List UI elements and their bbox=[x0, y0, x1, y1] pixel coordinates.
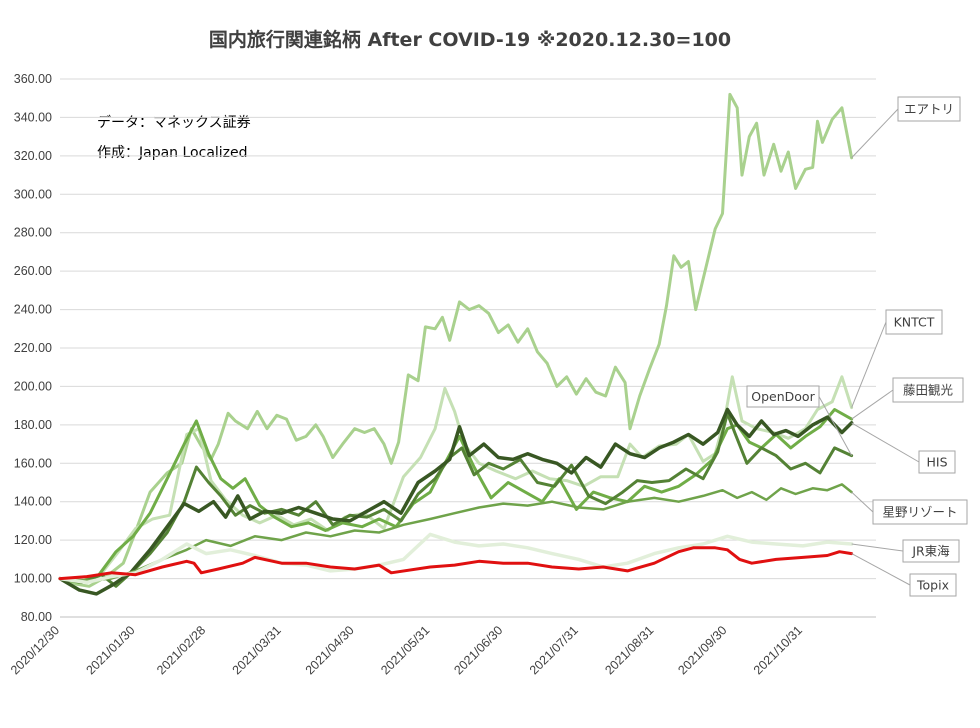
series-line-topix bbox=[58, 546, 854, 581]
callout-5: 星野リゾート bbox=[851, 491, 968, 525]
source-note: データ：マネックス証券 bbox=[97, 114, 251, 131]
author-note: 作成：Japan Localized bbox=[97, 145, 248, 161]
series-line-s5 bbox=[58, 483, 853, 582]
y-axis-ticks: 80.00 100.00 120.00 140.00 160.00 180.00 200.0… bbox=[14, 72, 52, 624]
series-line-s0 bbox=[58, 92, 854, 588]
callout-7: Topix bbox=[851, 553, 957, 597]
y-tick-label: 280.00 bbox=[14, 226, 52, 240]
series-line-jr bbox=[58, 532, 854, 585]
callout-label: 藤田観光 bbox=[903, 383, 953, 398]
x-tick-label: 2021/10/31 bbox=[751, 623, 805, 677]
y-tick-label: 180.00 bbox=[14, 418, 52, 432]
callout-label: OpenDoor bbox=[751, 389, 815, 404]
callout-leader bbox=[851, 553, 911, 586]
y-tick-label: 200.00 bbox=[14, 379, 52, 393]
x-tick-label: 2021/08/31 bbox=[602, 623, 656, 677]
y-tick-label: 340.00 bbox=[14, 110, 52, 124]
y-tick-label: 100.00 bbox=[14, 572, 52, 586]
series-line-opendoor bbox=[58, 411, 854, 588]
y-tick-label: 220.00 bbox=[14, 341, 52, 355]
x-tick-label: 2021/09/30 bbox=[675, 623, 729, 677]
callout-box bbox=[902, 539, 960, 563]
callout-label: Topix bbox=[916, 578, 949, 593]
x-tick-label: 2021/06/30 bbox=[451, 623, 505, 677]
callout-label: HIS bbox=[926, 455, 947, 470]
x-axis-ticks: 2020/12/30 2021/01/30 2021/02/28 2021/03/31… bbox=[8, 623, 805, 677]
x-tick-label: 2021/03/31 bbox=[230, 623, 284, 677]
y-tick-label: 120.00 bbox=[14, 533, 52, 547]
callout-2: 藤田観光 bbox=[851, 377, 964, 420]
x-tick-label: 2021/01/30 bbox=[83, 623, 137, 677]
x-tick-label: 2020/12/30 bbox=[8, 623, 62, 677]
callout-box bbox=[897, 96, 961, 122]
chart-title: 国内旅行関連銘柄 After COVID-19 ※2020.12.30=100 bbox=[209, 28, 731, 51]
callout-1: KNTCT bbox=[851, 309, 943, 408]
callout-0: エアトリ bbox=[851, 96, 961, 159]
series-callouts: エアトリ KNTCT 藤田観光 OpenDoor HIS 星野リゾート JR東海 Topix bbox=[746, 96, 968, 597]
series-line-kntct bbox=[58, 375, 854, 582]
x-tick-label: 2021/02/28 bbox=[154, 623, 208, 677]
y-tick-label: 140.00 bbox=[14, 495, 52, 509]
y-tick-label: 320.00 bbox=[14, 149, 52, 163]
y-tick-label: 260.00 bbox=[14, 264, 52, 278]
callout-label: KNTCT bbox=[894, 315, 935, 330]
callout-leader bbox=[851, 389, 894, 420]
y-tick-label: 160.00 bbox=[14, 456, 52, 470]
callout-leader bbox=[851, 108, 899, 159]
y-tick-label: 360.00 bbox=[14, 72, 52, 86]
callout-label: エアトリ bbox=[904, 102, 954, 117]
x-tick-label: 2021/07/31 bbox=[527, 623, 581, 677]
x-tick-label: 2021/05/31 bbox=[378, 623, 432, 677]
callout-box bbox=[746, 385, 820, 408]
y-tick-label: 80.00 bbox=[21, 610, 52, 624]
callout-label: JR東海 bbox=[911, 544, 950, 559]
callout-4: HIS bbox=[851, 422, 956, 474]
callout-box bbox=[892, 377, 964, 403]
y-tick-label: 240.00 bbox=[14, 303, 52, 317]
callout-leader bbox=[851, 321, 887, 408]
series-line-his bbox=[58, 407, 854, 596]
callout-label: 星野リゾート bbox=[882, 505, 957, 520]
x-tick-label: 2021/04/30 bbox=[303, 623, 357, 677]
callout-box bbox=[909, 573, 957, 597]
series-lines bbox=[58, 92, 854, 596]
callout-box bbox=[885, 309, 943, 335]
y-tick-label: 300.00 bbox=[14, 187, 52, 201]
callout-3: OpenDoor bbox=[746, 385, 853, 456]
callout-leader bbox=[851, 543, 904, 552]
series-line-s2 bbox=[58, 408, 854, 584]
callout-leader bbox=[818, 396, 853, 456]
callout-leader bbox=[851, 422, 920, 463]
callout-6: JR東海 bbox=[851, 539, 960, 563]
callout-box bbox=[872, 499, 968, 525]
callout-leader bbox=[851, 491, 874, 513]
callout-box bbox=[918, 450, 956, 474]
